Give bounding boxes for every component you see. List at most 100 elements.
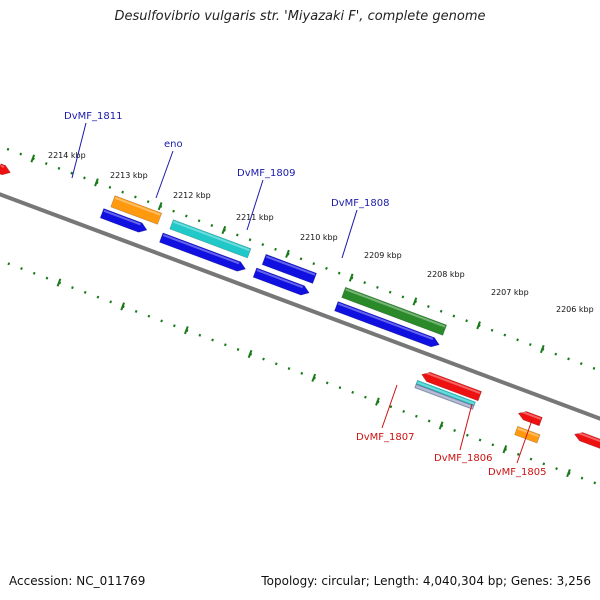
ruler-tick-label: 2206 kbp <box>556 305 594 314</box>
gene-red-arrow-highlight <box>423 371 481 394</box>
tick-dot <box>83 290 87 294</box>
tick-dot <box>121 190 125 194</box>
tick-dot <box>235 233 239 237</box>
major-tick <box>412 297 418 306</box>
major-tick <box>566 468 571 478</box>
tick-dot <box>172 209 175 213</box>
tick-dot <box>248 238 252 242</box>
gene-gray-bar-highlight <box>415 385 473 409</box>
tick-dot <box>184 214 188 218</box>
tick-dot <box>516 452 520 456</box>
gene-red-arrow-highlight <box>575 431 600 443</box>
gene-label: DvMF_1809 <box>237 168 295 179</box>
gene-blue-arrow-highlight <box>103 209 141 226</box>
tick-dot <box>160 319 163 323</box>
major-tick <box>311 373 317 382</box>
tick-dot <box>262 357 265 361</box>
tick-dot <box>325 266 328 270</box>
tick-dot <box>7 262 11 266</box>
tick-dot <box>567 357 570 361</box>
gene-orange-arrow-highlight <box>517 427 539 438</box>
gene-blue-arrow <box>334 301 440 348</box>
gene-label-leader-line <box>459 403 473 451</box>
ruler-tick-label: 2207 kbp <box>491 288 529 297</box>
gene-blue-arrow-highlight <box>337 302 434 341</box>
tick-dot <box>108 185 112 189</box>
tick-dot <box>478 438 482 442</box>
tick-dot <box>109 300 113 304</box>
ruler-tick-label: 2208 kbp <box>427 270 465 279</box>
tick-dot <box>555 467 558 471</box>
gene-orange-arrow <box>110 195 163 225</box>
tick-dot <box>427 304 430 308</box>
tick-dot <box>363 281 367 285</box>
tick-dot <box>402 409 406 413</box>
gene-label-leader-line <box>516 419 533 464</box>
tick-dot <box>554 352 558 356</box>
tick-dot <box>452 314 456 318</box>
gene-blue-arrow-highlight <box>256 269 304 289</box>
major-tick <box>438 421 444 430</box>
tick-dot <box>376 285 379 289</box>
gene-cyan-arrow <box>169 219 252 259</box>
tick-dot <box>20 267 23 271</box>
major-tick <box>539 344 545 354</box>
tick-dot <box>274 362 278 366</box>
tick-dot <box>134 195 137 199</box>
tick-dot <box>312 262 316 266</box>
gene-green-arrow <box>341 286 448 336</box>
gene-label-leader-line <box>71 122 87 179</box>
major-tick <box>120 302 125 311</box>
tick-dot <box>299 257 303 261</box>
major-tick <box>285 249 290 258</box>
ruler-tick-label: 2213 kbp <box>110 171 148 180</box>
gene-red-arrow <box>573 432 600 449</box>
tick-dot <box>261 243 265 247</box>
gene-gray-bar <box>414 383 475 410</box>
gene-blue-arrow-highlight <box>265 255 316 276</box>
gene-blue-arrow <box>99 208 148 233</box>
tick-dot <box>198 333 202 337</box>
tick-dot <box>490 328 494 332</box>
gene-red-arrow-highlight <box>0 165 5 168</box>
tick-dot <box>491 443 495 447</box>
tick-dot <box>236 348 240 352</box>
ruler-tick-label: 2212 kbp <box>173 191 211 200</box>
tick-dot <box>465 433 469 437</box>
tick-dot <box>197 219 201 223</box>
tick-dot <box>580 476 584 480</box>
tick-dot <box>542 462 546 466</box>
gene-label: DvMF_1806 <box>434 453 492 464</box>
gene-orange-arrow-highlight <box>114 196 161 216</box>
major-tick <box>184 326 189 335</box>
tick-dot <box>70 171 74 175</box>
tick-dot <box>274 247 277 251</box>
major-tick <box>476 321 481 330</box>
major-tick <box>502 445 508 454</box>
gene-red-arrow <box>0 163 11 176</box>
tick-dot <box>71 286 74 290</box>
tick-dot <box>146 200 150 204</box>
gene-blue-arrow <box>261 253 317 284</box>
gene-cyan-arrow-highlight <box>173 220 250 252</box>
map-title: Desulfovibrio vulgaris str. 'Miyazaki F'… <box>114 9 486 24</box>
tick-dot <box>389 405 393 409</box>
ruler-tick-label: 2210 kbp <box>300 233 338 242</box>
tick-dot <box>337 271 341 275</box>
ruler-tick-label: 2214 kbp <box>48 151 86 160</box>
major-tick <box>56 278 62 287</box>
gene-red-arrow-highlight <box>519 410 542 420</box>
tick-dot <box>147 314 151 318</box>
major-tick <box>30 154 36 163</box>
gene-blue-arrow <box>252 267 310 296</box>
gene-cyan-arrow-highlight <box>417 381 475 405</box>
tick-dot <box>134 309 138 313</box>
gene-label: eno <box>164 139 183 150</box>
tick-dot <box>44 162 48 166</box>
gene-label: DvMF_1807 <box>356 432 414 443</box>
backbone-line <box>0 192 600 421</box>
gene-label-leader-line <box>381 384 398 429</box>
tick-dot <box>6 147 10 151</box>
tick-dot <box>415 414 418 418</box>
